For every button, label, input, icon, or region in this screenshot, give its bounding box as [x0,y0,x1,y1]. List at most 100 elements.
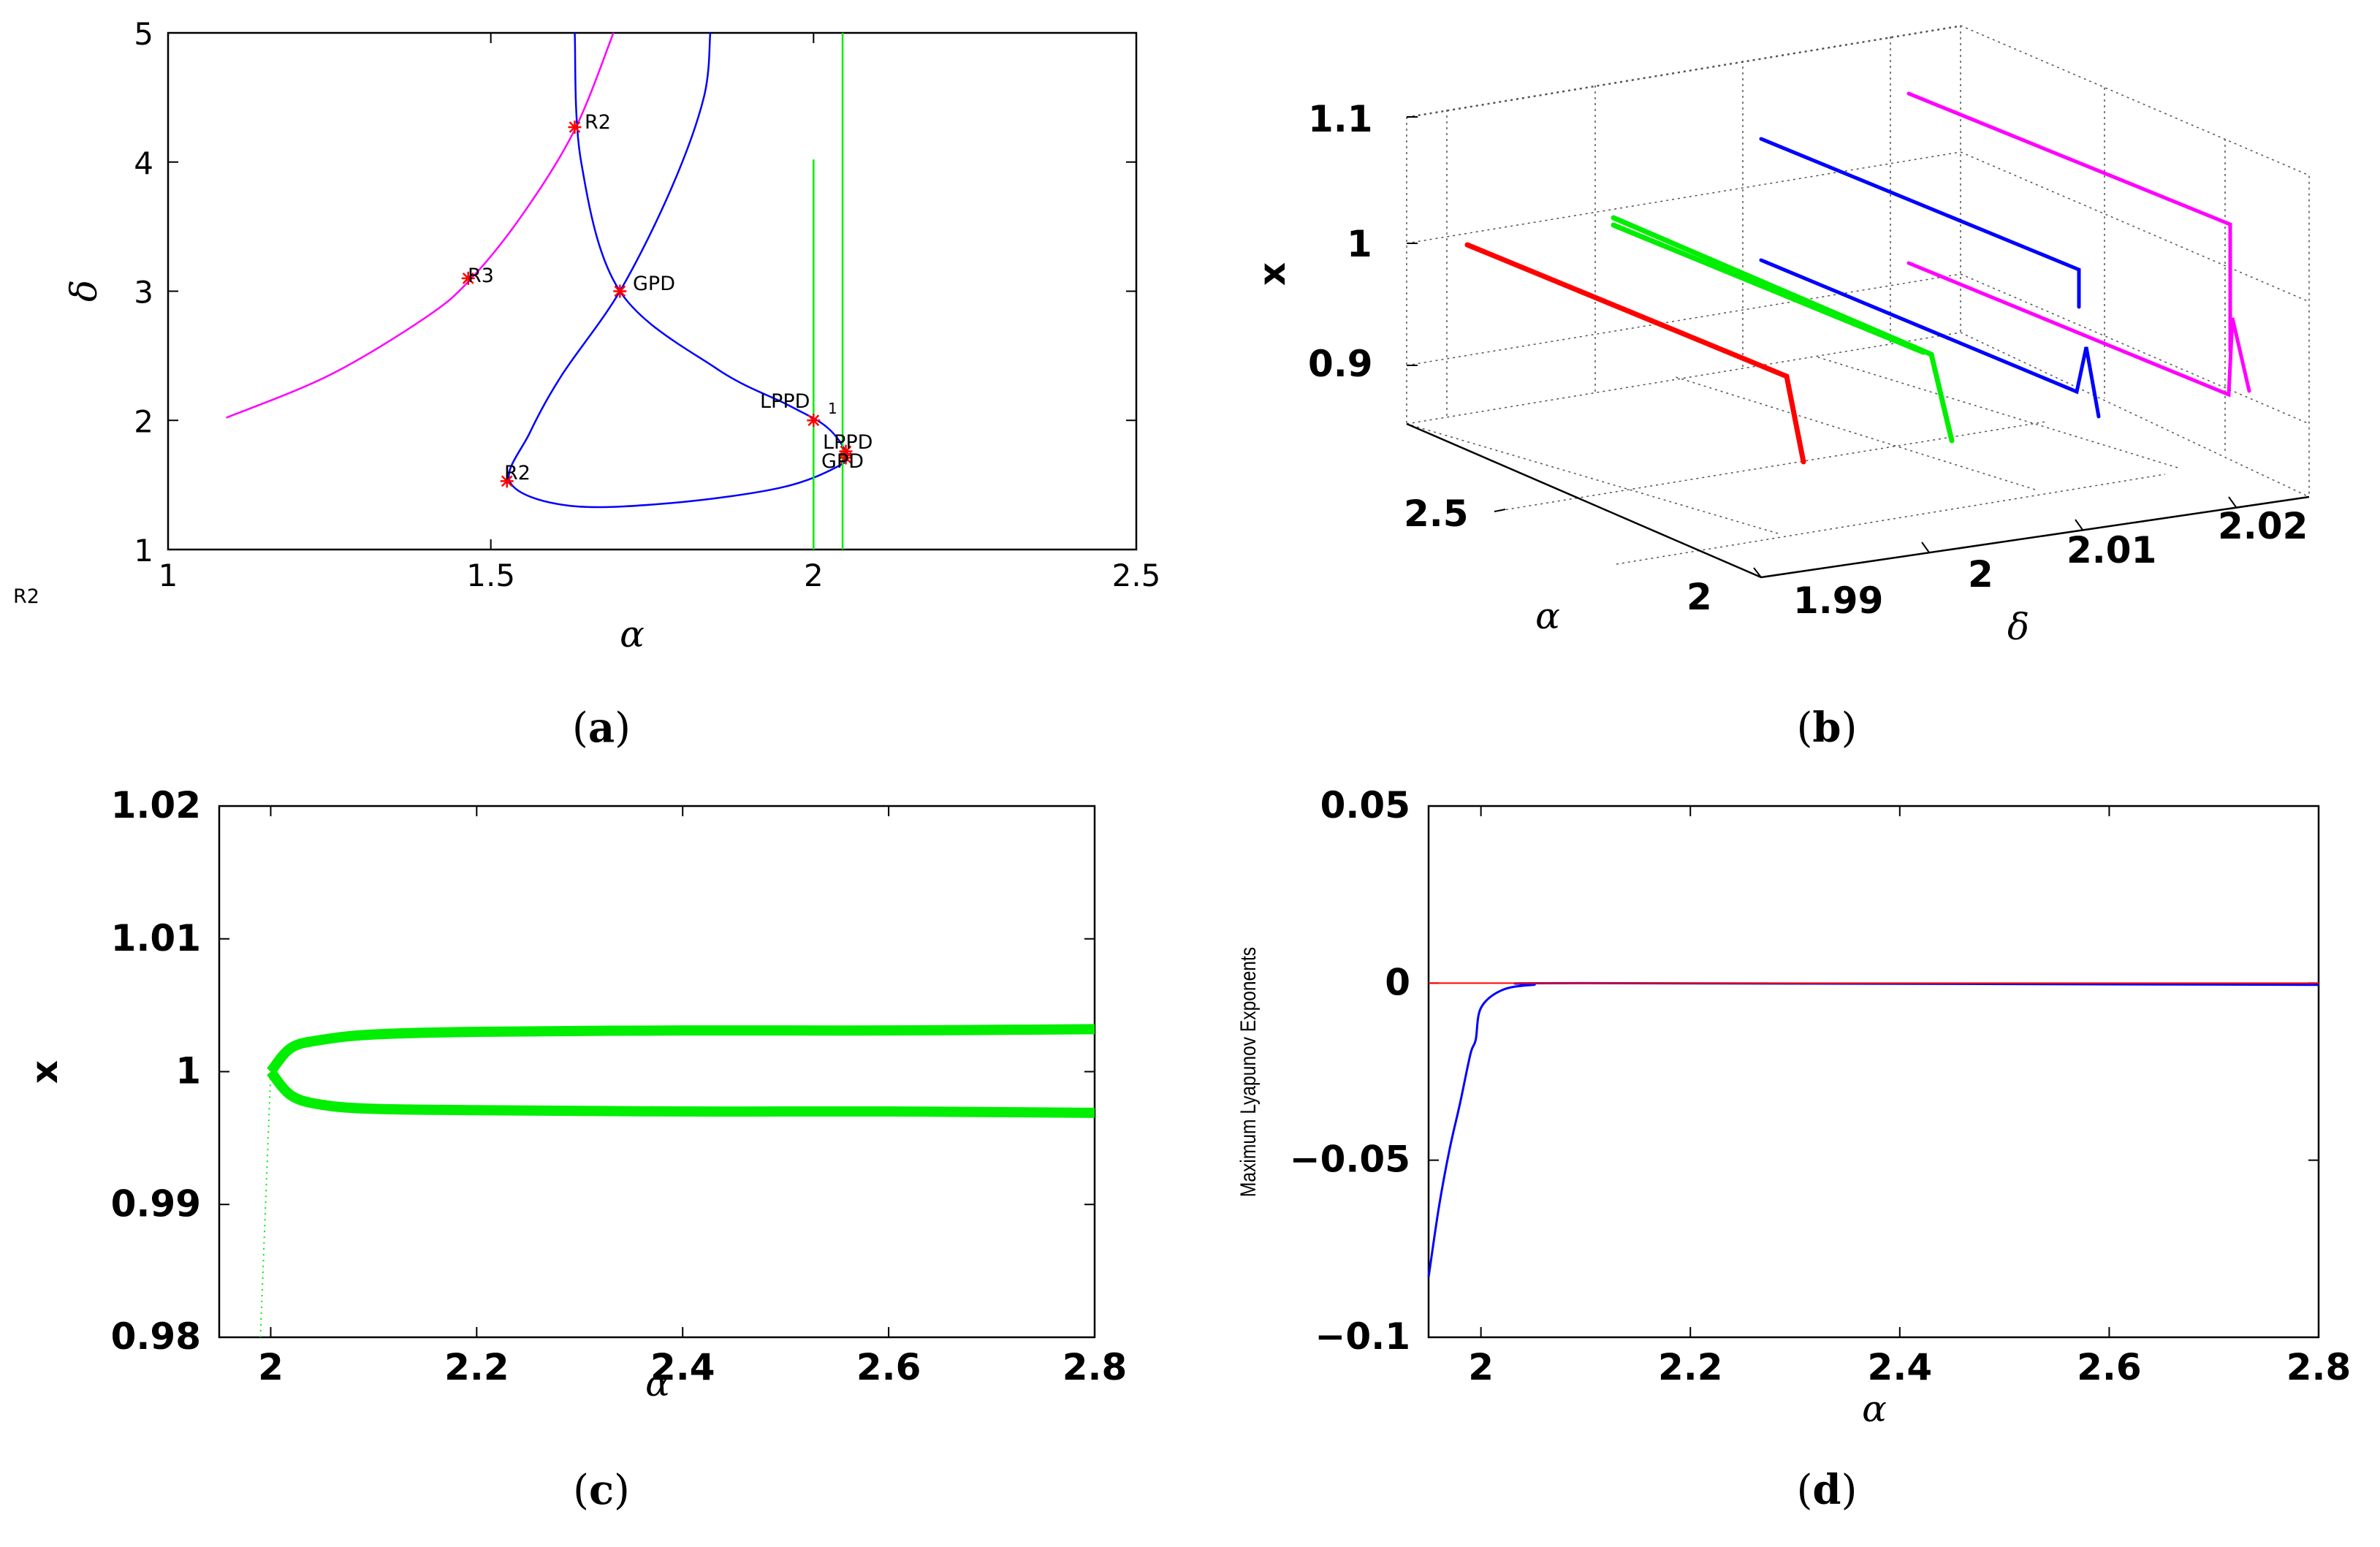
series-line-1 [508,32,849,509]
panel-b-zlabel: x [1251,262,1293,286]
bifurcation-point-6 [500,474,514,488]
panel-b-alpha-label: α [1535,595,1560,637]
panel-a-ann-r2-top: R2 [585,111,611,134]
panel-d-y-ticks: −0.1 −0.05 0 0.05 [1290,784,2319,1358]
panel-a-ann-r3: R3 [468,265,494,287]
panel-d-x-ticks: 2 2.2 2.4 2.6 2.8 [1468,806,2351,1388]
panel-b-front-axes [1406,422,2310,579]
x-tick-label: 2 [1468,1346,1494,1388]
panel-c-caption-letter: c [589,1466,614,1514]
panel-b-gridline [1406,26,1961,118]
panel-b-caption-letter: b [1812,704,1841,752]
panel-c-caption: (c) [573,1466,630,1514]
bifurcation-point-1 [461,271,475,285]
panel-d-caption-letter: d [1812,1466,1841,1514]
y-tick-label: 3 [134,275,153,311]
series-line-1 [266,1068,1095,1118]
x-tick-label: 2 [258,1346,284,1388]
y-tick-label: 4 [134,145,153,181]
x-tick-label: 2.8 [2286,1346,2352,1388]
x-tick-label: 2.5 [1112,558,1161,593]
panel-a-ylabel: δ [63,280,105,302]
panel-c-y-ticks: 0.98 0.99 1 1.01 1.02 [111,784,1095,1358]
panel-b-delta-label: δ [2007,606,2029,648]
bifurcation-point-5 [839,451,853,465]
y-tick-label: 1.02 [111,784,201,826]
panel-a-ann-lppd1-sub: 1 [828,400,837,417]
paren-close: ) [614,1467,630,1514]
y-tick-label: 0.05 [1320,784,1410,826]
paren-close: ) [1841,1467,1858,1514]
panel-b-alpha-tick-2: 2 [1687,576,1712,618]
y-tick-label: 0.99 [111,1182,201,1225]
panel-b-gridline [1406,273,1961,366]
series-line-0 [1427,981,2319,1277]
paren-open: ( [573,1467,589,1514]
paren-open: ( [572,704,588,752]
x-tick-label: 1.5 [466,558,515,593]
y-tick-label: 1 [134,533,153,569]
panel-d: 2 2.2 2.4 2.6 2.8 −0.1 −0.05 0 0.05 α Maximum L… [1236,784,2352,1514]
panel-b-gridline [1406,151,1961,244]
panel-b-trace-delta-1.99 [1464,242,1806,465]
series-line-0 [266,1024,1095,1076]
panel-a-caption: (a) [572,704,631,752]
panel-b-z-tick-1.1: 1.1 [1308,98,1373,140]
panel-b-trace-delta-2.00-a [1611,215,1955,444]
y-tick-label: 1.01 [111,917,201,959]
panel-c-ylabel: x [23,1060,66,1084]
panel-b-tick [1921,541,1930,553]
panel-b-tick [1753,567,1762,578]
panel-b-trace-delta-2.02-upper [1906,91,2232,353]
panel-b-delta-tick-2.02: 2.02 [2218,505,2308,547]
panel-d-ylabel: Maximum Lyapunov Exponents [1236,947,1261,1197]
panel-b-delta-tick-1.99: 1.99 [1793,579,1883,622]
bifurcation-point-3 [807,414,821,427]
y-tick-label: 2 [134,403,153,439]
panel-b-tick [2075,519,2083,531]
panel-b-back-plane [1406,25,2310,497]
panel-b-gridline [1673,376,2036,490]
panel-c-xlabel: α [645,1362,670,1405]
panel-c: 2 2.2 2.4 2.6 2.8 0.98 0.99 1 1.01 1.02 α x (c) [23,784,1127,1514]
y-tick-label: −0.05 [1290,1139,1410,1181]
panel-a-ann-r2-low: R2 [504,462,531,484]
panel-c-x-ticks: 2 2.2 2.4 2.6 2.8 [258,806,1127,1388]
panel-b-trace-delta-2.02-lower [1906,261,2251,398]
panel-a-caption-letter: a [588,704,615,752]
y-tick-label: 0 [1385,961,1410,1003]
x-tick-label: 1 [159,558,178,593]
panel-b-z-tick-1: 1 [1347,223,1372,265]
x-tick-label: 2.8 [1062,1346,1128,1388]
panel-b-gridline [1815,356,2178,468]
x-tick-label: 2.4 [1868,1346,1933,1388]
series-line-2 [259,1071,272,1338]
panel-a-points [461,121,853,488]
panel-b-series [1464,91,2251,465]
panel-a-ann-lppd1: LPPD [760,390,810,413]
x-tick-label: 2.2 [1658,1346,1723,1388]
panel-b-tick-marks [1407,116,2237,578]
panel-b-gridline [1406,423,1779,534]
panel-b-trace-delta-2.01-upper [1759,137,2081,309]
y-tick-label: 0.98 [111,1315,201,1358]
panel-a-x-ticks: 1 1.5 2 2.5 [159,33,1161,593]
panel-a-xlabel: α [620,613,645,655]
panel-b-gridline [1960,151,2310,303]
panel-d-axes-box [1427,805,2320,1339]
panel-d-xlabel: α [1862,1388,1887,1430]
panel-b-gridline [1960,273,2310,425]
x-tick-label: 2 [804,558,824,593]
panel-d-series [1427,981,2319,1277]
panel-b-tick [1494,509,1506,512]
x-tick-label: 2.6 [856,1346,921,1388]
panel-b-caption: (b) [1797,704,1858,752]
panel-a-ann-gpd-mid: GPD [633,273,675,295]
panel-d-caption: (d) [1797,1466,1858,1514]
panel-b-floor-back [1406,332,2310,498]
panel-a-y-ticks: 1 2 3 4 5 [134,16,1136,569]
panel-c-series [259,1024,1095,1338]
paren-close: ) [1841,704,1858,752]
paren-open: ( [1797,704,1813,752]
